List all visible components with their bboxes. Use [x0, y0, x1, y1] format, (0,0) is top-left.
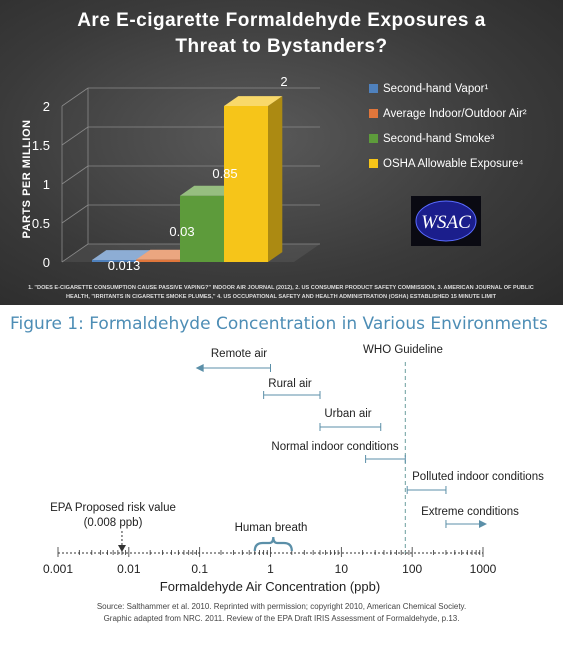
x-tick-label: 100	[402, 562, 422, 576]
grid-diagonal	[61, 165, 89, 185]
bar-top	[224, 96, 283, 106]
x-tick-label: 10	[335, 562, 349, 576]
footnote-line2: HEALTH, "IRRITANTS IN CIGARETTE SMOKE PL…	[66, 294, 497, 300]
wsac-logo: WSAC	[411, 196, 481, 246]
range-3	[365, 455, 406, 463]
bar-3	[224, 96, 283, 262]
y-tick-label: 0.5	[32, 216, 50, 231]
bar-top	[180, 185, 239, 196]
grid-diagonal	[61, 126, 89, 146]
human-breath-label: Human breath	[235, 522, 308, 534]
range-2	[319, 423, 382, 431]
bar-top	[92, 250, 151, 260]
bar-front	[180, 195, 224, 262]
data-label: 2	[280, 74, 287, 89]
x-tick-label: 0.001	[43, 562, 73, 576]
source-line1: Source: Salthammer et al. 2010. Reprinte…	[96, 602, 467, 611]
data-label: 0.85	[212, 166, 237, 181]
data-label: 0.013	[108, 258, 141, 273]
range-chart-svg: 0.001 0.01 0.1 1 10 100 1000 Formaldehyde Air C…	[43, 344, 544, 594]
figure-title: Figure 1: Formaldehyde Concentration in …	[10, 314, 548, 334]
range-label: Remote air	[211, 348, 267, 360]
bar-chart-svg: 0 0.5 1 1.5 2 PARTS PER MILLION 0.013 0.03 0.85 2…	[21, 74, 534, 300]
grid-diagonal	[61, 87, 89, 107]
who-guideline-label: WHO Guideline	[363, 344, 443, 356]
bar-side	[268, 96, 283, 262]
bar-front	[224, 106, 268, 262]
range-5	[445, 520, 487, 528]
y-tick-label: 0	[43, 255, 50, 270]
bar-top	[136, 249, 195, 260]
range-0	[195, 364, 271, 372]
bar-chart-panel: Are E-cigarette Formaldehyde Exposures a…	[0, 0, 563, 305]
x-tick-label: 1000	[470, 562, 497, 576]
legend-swatch	[369, 134, 378, 143]
range-4	[406, 486, 447, 494]
x-tick-label: 0.01	[117, 562, 141, 576]
range-arrowhead	[195, 364, 204, 372]
bar-front	[136, 259, 180, 262]
range-label: Polluted indoor conditions	[412, 471, 544, 483]
legend-label: OSHA Allowable Exposure⁴	[383, 158, 524, 170]
grid-diagonal	[61, 243, 89, 263]
source-line2: Graphic adapted from NRC. 2011. Review o…	[103, 614, 460, 623]
risk-value-label-line2: (0.008 ppb)	[84, 517, 143, 529]
range-label: Rural air	[268, 378, 312, 390]
range-label: Urban air	[324, 408, 371, 420]
risk-value-label-line1: EPA Proposed risk value	[50, 502, 176, 514]
legend-swatch	[369, 84, 378, 93]
x-tick-label: 0.1	[191, 562, 208, 576]
range-label: Normal indoor conditions	[271, 441, 398, 453]
chart-title-line2: Threat to Bystanders?	[175, 36, 388, 57]
y-axis-label: PARTS PER MILLION	[21, 120, 33, 239]
data-label: 0.03	[169, 224, 194, 239]
y-tick-label: 1.5	[32, 138, 50, 153]
x-axis-label: Formaldehyde Air Concentration (ppb)	[160, 579, 380, 594]
logo-ellipse	[415, 200, 477, 242]
legend-swatch	[369, 159, 378, 168]
y-tick-label: 2	[43, 99, 50, 114]
risk-value-arrowhead	[117, 545, 126, 552]
range-arrowhead	[479, 520, 487, 528]
range-chart-panel: Figure 1: Formaldehyde Concentration in …	[0, 305, 563, 647]
human-breath-brace	[253, 536, 293, 552]
legend-label: Average Indoor/Outdoor Air²	[383, 108, 527, 120]
range-label: Extreme conditions	[421, 506, 519, 518]
legend-label: Second-hand Smoke³	[383, 133, 494, 145]
legend-swatch	[369, 109, 378, 118]
x-tick-label: 1	[267, 562, 274, 576]
chart-title-line1: Are E-cigarette Formaldehyde Exposures a	[77, 10, 486, 31]
grid-diagonal	[61, 204, 89, 224]
footnote-line1: 1. "DOES E-CIGARETTE CONSUMPTION CAUSE P…	[28, 285, 534, 291]
range-1	[263, 391, 321, 399]
legend-label: Second-hand Vapor¹	[383, 83, 488, 95]
bar-front	[92, 260, 136, 262]
logo-text: WSAC	[421, 212, 471, 233]
y-tick-label: 1	[43, 177, 50, 192]
